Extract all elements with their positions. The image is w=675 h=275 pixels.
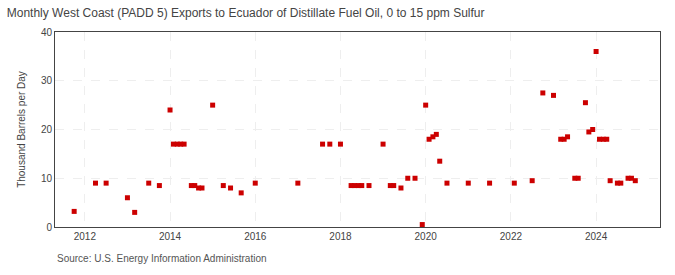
svg-text:Monthly West Coast (PADD 5) Ex: Monthly West Coast (PADD 5) Exports to E…: [7, 6, 485, 20]
svg-text:20: 20: [41, 124, 53, 135]
svg-text:2016: 2016: [244, 231, 267, 242]
svg-text:40: 40: [41, 27, 53, 38]
svg-text:2012: 2012: [74, 231, 97, 242]
svg-text:10: 10: [41, 173, 53, 184]
svg-text:2022: 2022: [500, 231, 523, 242]
svg-text:2024: 2024: [585, 231, 608, 242]
svg-text:2020: 2020: [415, 231, 438, 242]
svg-text:0: 0: [46, 222, 52, 233]
svg-text:Thousand Barrels per Day: Thousand Barrels per Day: [16, 71, 27, 188]
svg-text:Source: U.S. Energy Informatio: Source: U.S. Energy Information Administ…: [57, 253, 267, 264]
svg-text:30: 30: [41, 75, 53, 86]
svg-text:2014: 2014: [159, 231, 182, 242]
svg-text:2018: 2018: [329, 231, 352, 242]
